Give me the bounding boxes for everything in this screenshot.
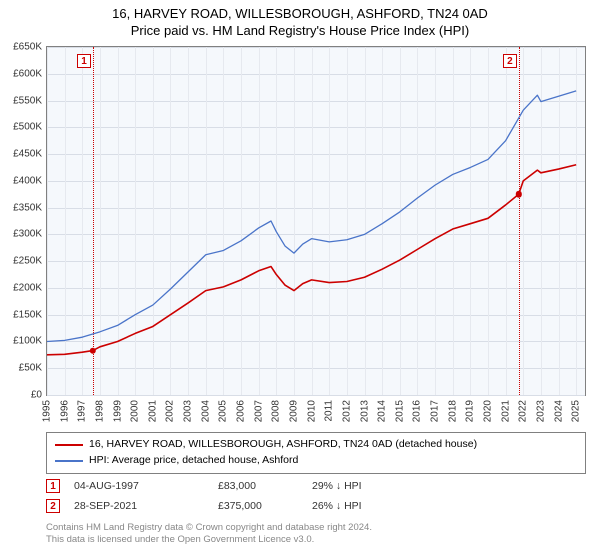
x-tick-label: 2000: [130, 400, 141, 422]
x-tick-label: 2024: [553, 400, 564, 422]
y-tick-label: £450K: [13, 149, 42, 160]
x-tick-label: 2005: [218, 400, 229, 422]
y-tick-label: £150K: [13, 309, 42, 320]
chart-area: 12: [46, 46, 586, 396]
chart-title-line2: Price paid vs. HM Land Registry's House …: [0, 23, 600, 40]
sale-marker-icon: 2: [46, 499, 60, 513]
sales-table: 1 04-AUG-1997 £83,000 29% ↓ HPI 2 28-SEP…: [46, 476, 586, 516]
legend-box: 16, HARVEY ROAD, WILLESBOROUGH, ASHFORD,…: [46, 432, 586, 474]
x-tick-label: 2023: [535, 400, 546, 422]
y-tick-label: £100K: [13, 336, 42, 347]
series-line: [47, 91, 576, 342]
x-tick-label: 2003: [183, 400, 194, 422]
x-tick-label: 2010: [306, 400, 317, 422]
footer-line1: Contains HM Land Registry data © Crown c…: [46, 522, 372, 534]
x-tick-label: 1997: [77, 400, 88, 422]
x-tick-label: 2009: [288, 400, 299, 422]
sale-date: 04-AUG-1997: [74, 480, 204, 492]
y-tick-label: £300K: [13, 229, 42, 240]
sale-marker-icon: 1: [46, 479, 60, 493]
x-tick-label: 2012: [341, 400, 352, 422]
x-tick-label: 2016: [412, 400, 423, 422]
x-tick-label: 2001: [147, 400, 158, 422]
y-tick-label: £250K: [13, 256, 42, 267]
x-tick-label: 2020: [482, 400, 493, 422]
x-tick-label: 1998: [94, 400, 105, 422]
x-tick-label: 2022: [518, 400, 529, 422]
legend-swatch: [55, 460, 83, 462]
legend-label: HPI: Average price, detached house, Ashf…: [89, 453, 298, 469]
footer-line2: This data is licensed under the Open Gov…: [46, 534, 372, 546]
x-tick-label: 2004: [200, 400, 211, 422]
chart-title-block: 16, HARVEY ROAD, WILLESBOROUGH, ASHFORD,…: [0, 0, 600, 44]
x-tick-label: 1996: [59, 400, 70, 422]
y-tick-label: £550K: [13, 95, 42, 106]
y-tick-label: £50K: [19, 363, 42, 374]
y-tick-label: £350K: [13, 202, 42, 213]
x-tick-label: 2013: [359, 400, 370, 422]
x-tick-label: 2015: [394, 400, 405, 422]
x-tick-label: 2021: [500, 400, 511, 422]
x-tick-label: 1995: [42, 400, 53, 422]
legend-row: 16, HARVEY ROAD, WILLESBOROUGH, ASHFORD,…: [55, 437, 577, 453]
y-tick-label: £650K: [13, 42, 42, 53]
legend-swatch: [55, 444, 83, 446]
sale-hpi-delta: 26% ↓ HPI: [312, 500, 432, 512]
x-tick-label: 2018: [447, 400, 458, 422]
chart-title-line1: 16, HARVEY ROAD, WILLESBOROUGH, ASHFORD,…: [0, 6, 600, 23]
x-tick-label: 2002: [165, 400, 176, 422]
y-tick-label: £0: [31, 390, 42, 401]
y-tick-label: £500K: [13, 122, 42, 133]
x-tick-label: 2008: [271, 400, 282, 422]
sales-row: 2 28-SEP-2021 £375,000 26% ↓ HPI: [46, 496, 586, 516]
sale-hpi-delta: 29% ↓ HPI: [312, 480, 432, 492]
chart-plot: 12: [47, 47, 585, 395]
x-tick-label: 2017: [430, 400, 441, 422]
y-tick-label: £600K: [13, 68, 42, 79]
x-tick-label: 1999: [112, 400, 123, 422]
x-tick-label: 2025: [571, 400, 582, 422]
legend-label: 16, HARVEY ROAD, WILLESBOROUGH, ASHFORD,…: [89, 437, 477, 453]
x-tick-label: 2007: [253, 400, 264, 422]
x-tick-label: 2014: [377, 400, 388, 422]
sale-price: £375,000: [218, 500, 298, 512]
sales-row: 1 04-AUG-1997 £83,000 29% ↓ HPI: [46, 476, 586, 496]
x-tick-label: 2011: [324, 400, 335, 422]
series-line: [47, 165, 576, 355]
sale-date: 28-SEP-2021: [74, 500, 204, 512]
legend-row: HPI: Average price, detached house, Ashf…: [55, 453, 577, 469]
footer-note: Contains HM Land Registry data © Crown c…: [46, 522, 372, 547]
sale-price: £83,000: [218, 480, 298, 492]
x-tick-label: 2019: [465, 400, 476, 422]
y-tick-label: £200K: [13, 282, 42, 293]
x-tick-label: 2006: [236, 400, 247, 422]
y-tick-label: £400K: [13, 175, 42, 186]
